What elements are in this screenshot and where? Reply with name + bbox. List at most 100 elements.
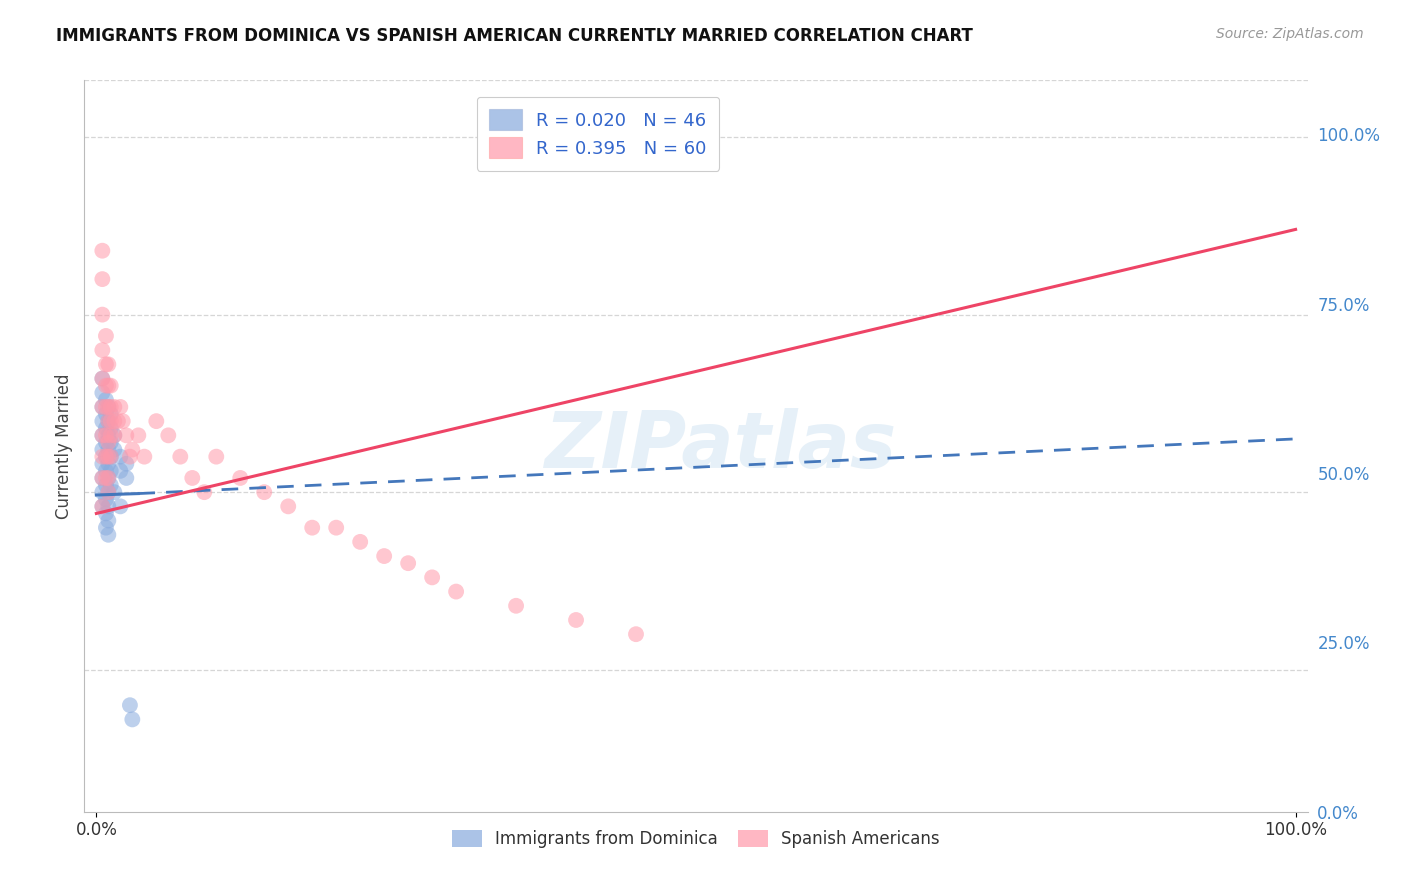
Point bbox=[97, 471, 120, 485]
Point bbox=[91, 500, 114, 514]
Point bbox=[97, 485, 120, 500]
Legend: Immigrants from Dominica, Spanish Americans: Immigrants from Dominica, Spanish Americ… bbox=[441, 820, 950, 858]
Point bbox=[420, 570, 443, 584]
Point bbox=[145, 414, 167, 428]
Point bbox=[349, 534, 371, 549]
Point bbox=[111, 414, 134, 428]
Point bbox=[97, 485, 120, 500]
Point bbox=[110, 400, 132, 414]
Point bbox=[373, 549, 395, 563]
Point bbox=[94, 378, 117, 392]
Point bbox=[103, 414, 125, 428]
Point bbox=[205, 450, 228, 464]
Point bbox=[121, 442, 143, 457]
Point bbox=[505, 599, 527, 613]
Point bbox=[94, 329, 117, 343]
Point bbox=[91, 414, 114, 428]
Point bbox=[94, 392, 117, 407]
Point bbox=[91, 428, 114, 442]
Point bbox=[107, 414, 129, 428]
Point bbox=[91, 485, 114, 500]
Point bbox=[94, 492, 117, 507]
Point bbox=[94, 407, 117, 421]
Point bbox=[97, 378, 120, 392]
Point bbox=[91, 371, 114, 385]
Point bbox=[301, 521, 323, 535]
Point bbox=[110, 464, 132, 478]
Point bbox=[94, 471, 117, 485]
Point bbox=[97, 400, 120, 414]
Point bbox=[253, 485, 276, 500]
Point bbox=[325, 521, 347, 535]
Point bbox=[396, 556, 419, 570]
Point bbox=[121, 713, 143, 727]
Point bbox=[134, 450, 156, 464]
Point bbox=[94, 428, 117, 442]
Point bbox=[103, 428, 125, 442]
Point bbox=[97, 428, 120, 442]
Point bbox=[94, 357, 117, 371]
Point bbox=[100, 435, 122, 450]
Point bbox=[91, 471, 114, 485]
Point bbox=[118, 450, 141, 464]
Point bbox=[97, 457, 120, 471]
Point bbox=[103, 485, 125, 500]
Point bbox=[115, 428, 138, 442]
Point bbox=[94, 421, 117, 435]
Point bbox=[103, 400, 125, 414]
Point bbox=[94, 450, 117, 464]
Text: IMMIGRANTS FROM DOMINICA VS SPANISH AMERICAN CURRENTLY MARRIED CORRELATION CHART: IMMIGRANTS FROM DOMINICA VS SPANISH AMER… bbox=[56, 27, 973, 45]
Point bbox=[97, 528, 120, 542]
Point bbox=[94, 478, 117, 492]
Point bbox=[100, 414, 122, 428]
Point bbox=[565, 613, 588, 627]
Point bbox=[169, 450, 191, 464]
Point bbox=[97, 500, 120, 514]
Point bbox=[94, 450, 117, 464]
Point bbox=[91, 450, 114, 464]
Point bbox=[97, 435, 120, 450]
Point bbox=[97, 357, 120, 371]
Point bbox=[100, 464, 122, 478]
Point bbox=[91, 308, 114, 322]
Point bbox=[100, 450, 122, 464]
Point bbox=[100, 400, 122, 414]
Point bbox=[100, 421, 122, 435]
Point bbox=[97, 414, 120, 428]
Point bbox=[97, 400, 120, 414]
Point bbox=[91, 500, 114, 514]
Point bbox=[100, 450, 122, 464]
Point bbox=[91, 442, 114, 457]
Point bbox=[94, 521, 117, 535]
Point bbox=[100, 378, 122, 392]
Point bbox=[91, 371, 114, 385]
Point bbox=[100, 478, 122, 492]
Point bbox=[91, 428, 114, 442]
Point bbox=[97, 450, 120, 464]
Point bbox=[193, 485, 215, 500]
Point bbox=[91, 343, 114, 358]
Point bbox=[94, 435, 117, 450]
Point bbox=[97, 442, 120, 457]
Point bbox=[100, 407, 122, 421]
Point bbox=[118, 698, 141, 713]
Point bbox=[91, 272, 114, 286]
Point bbox=[127, 428, 149, 442]
Point bbox=[91, 457, 114, 471]
Point bbox=[115, 457, 138, 471]
Text: ZIPatlas: ZIPatlas bbox=[544, 408, 897, 484]
Point bbox=[97, 514, 120, 528]
Point bbox=[277, 500, 299, 514]
Point bbox=[91, 400, 114, 414]
Point bbox=[229, 471, 252, 485]
Point bbox=[157, 428, 180, 442]
Point bbox=[91, 400, 114, 414]
Point bbox=[110, 450, 132, 464]
Point bbox=[94, 507, 117, 521]
Y-axis label: Currently Married: Currently Married bbox=[55, 373, 73, 519]
Point bbox=[91, 244, 114, 258]
Point bbox=[115, 471, 138, 485]
Point bbox=[103, 428, 125, 442]
Point bbox=[97, 414, 120, 428]
Point bbox=[110, 500, 132, 514]
